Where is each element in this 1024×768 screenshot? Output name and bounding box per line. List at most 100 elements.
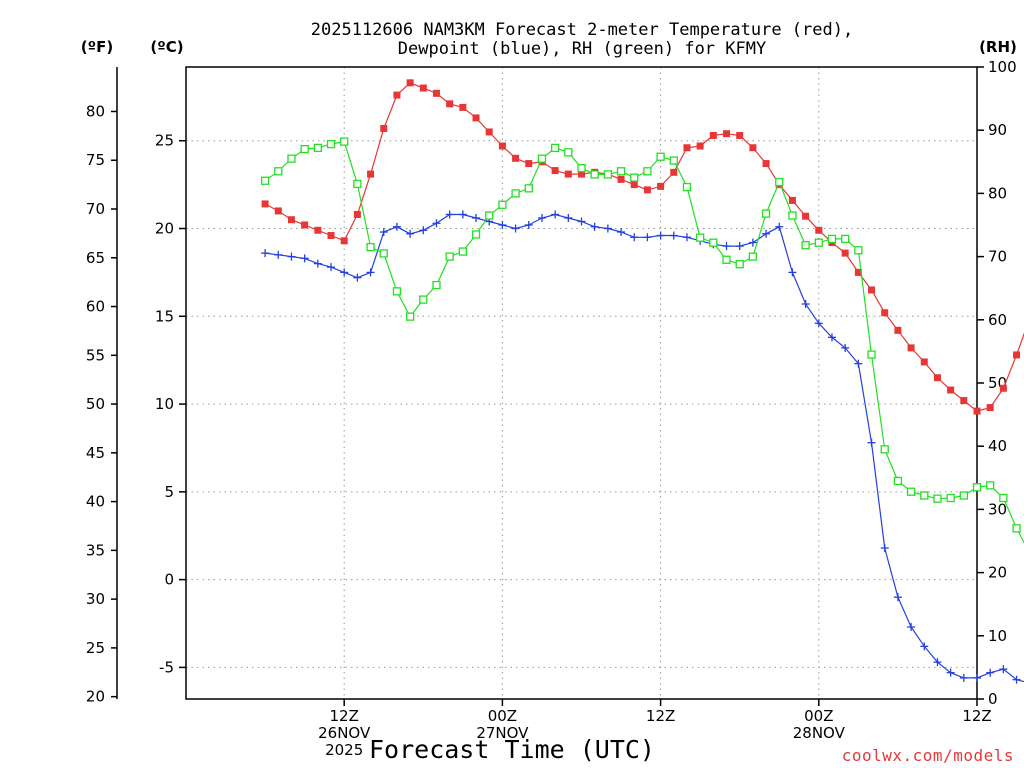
data-point [630, 181, 638, 189]
data-point [472, 114, 480, 122]
series-rh [260, 137, 1024, 544]
celsius-tick-label: 10 [155, 395, 174, 413]
data-point [880, 544, 889, 553]
rh-tick-label: 100 [988, 58, 1017, 76]
chart-title-line1: 2025112606 NAM3KM Forecast 2-meter Tempe… [311, 20, 853, 40]
data-point [893, 476, 903, 486]
fahrenheit-tick-label: 60 [86, 298, 105, 316]
data-point [841, 249, 849, 257]
x-axis-label: Forecast Time (UTC) [369, 735, 655, 764]
credit-link[interactable]: coolwx.com/models [842, 746, 1014, 765]
data-point [696, 233, 705, 242]
data-point [353, 273, 362, 282]
data-point [920, 642, 929, 651]
data-point [511, 189, 520, 198]
data-point [933, 374, 941, 382]
data-point [406, 229, 415, 238]
data-point [630, 233, 639, 242]
data-point [445, 210, 454, 219]
data-point [380, 124, 388, 132]
data-point [907, 344, 915, 352]
data-point [841, 234, 850, 244]
data-point [946, 493, 955, 503]
data-point [603, 170, 613, 179]
data-point [564, 148, 573, 157]
data-point [537, 213, 546, 222]
data-point [300, 145, 309, 154]
data-point [749, 144, 757, 152]
rh-tick-label: 20 [988, 564, 1007, 582]
rh-tick-label: 60 [988, 311, 1007, 329]
data-point [366, 242, 375, 252]
data-point [458, 210, 467, 219]
data-point [643, 233, 652, 242]
data-point [973, 407, 981, 415]
data-point [630, 173, 639, 182]
fahrenheit-tick-label: 75 [86, 151, 105, 169]
fahrenheit-tick-label: 30 [86, 590, 105, 608]
data-point [405, 312, 415, 321]
data-point [313, 143, 322, 153]
data-point [827, 333, 836, 342]
data-point [445, 252, 454, 261]
data-point [353, 179, 362, 189]
x-tick-label: 28NOV [793, 724, 846, 742]
data-point [274, 207, 282, 215]
data-point [683, 144, 691, 152]
data-point [722, 255, 731, 264]
data-point [472, 213, 481, 222]
data-point [446, 100, 454, 108]
data-point [498, 200, 507, 209]
data-point [999, 384, 1007, 392]
data-point [274, 250, 283, 259]
data-point [314, 226, 322, 234]
fahrenheit-tick-label: 50 [86, 395, 105, 413]
data-point [867, 438, 876, 447]
data-point [775, 177, 784, 187]
x-tick-label: 12Z [962, 707, 991, 725]
data-point [788, 268, 797, 277]
axes [111, 66, 984, 706]
data-point [669, 156, 678, 165]
data-point [419, 226, 428, 235]
series-dewpoint [261, 210, 1024, 684]
data-point [657, 182, 665, 190]
data-point [801, 300, 810, 308]
celsius-tick-label: 0 [164, 571, 174, 589]
data-point [973, 673, 981, 682]
data-point [748, 238, 757, 247]
x-tick-label: 00Z [488, 707, 517, 725]
data-point [999, 493, 1008, 503]
x-tick-label: 26NOV [318, 724, 371, 742]
data-point [682, 233, 691, 242]
data-point [736, 131, 744, 139]
data-point [775, 222, 784, 231]
data-point [946, 668, 955, 677]
data-point [761, 209, 771, 218]
rh-unit-label: (RH) [979, 38, 1017, 56]
data-point [854, 246, 863, 255]
data-point [723, 130, 731, 138]
data-point [564, 170, 572, 178]
data-point [827, 234, 837, 244]
celsius-tick-label: -5 [159, 658, 174, 676]
data-point [551, 210, 560, 219]
data-point [432, 280, 441, 290]
series-line [264, 140, 1024, 544]
tick-labels: -505101520252025303540455055606570758001… [86, 58, 1017, 759]
data-point [986, 668, 995, 677]
series-2-meter-temperature [261, 79, 1024, 415]
data-point [762, 160, 770, 168]
data-point [906, 487, 916, 496]
data-point [933, 494, 942, 503]
data-point [471, 230, 481, 239]
data-point [392, 287, 402, 296]
data-point [815, 226, 823, 234]
grid-lines [186, 67, 978, 699]
data-point [525, 160, 533, 168]
celsius-tick-label: 15 [155, 307, 174, 325]
data-point [802, 212, 810, 220]
rh-tick-label: 70 [988, 248, 1007, 266]
data-point [933, 658, 942, 667]
